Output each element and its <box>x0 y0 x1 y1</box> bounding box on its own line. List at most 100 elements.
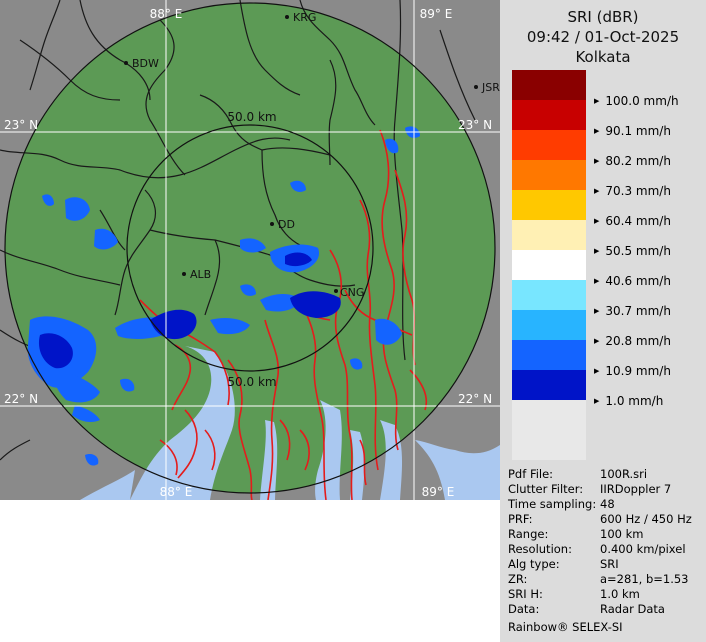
range-label-bottom: 50.0 km <box>227 375 276 389</box>
legend-label: ▶ 30.7 mm/h <box>594 304 671 320</box>
lat-label-22-right: 22° N <box>458 392 492 406</box>
parameter-value: 100 km <box>600 527 644 541</box>
legend-label: ▶ 40.6 mm/h <box>594 274 671 290</box>
city-label-dd: DD <box>278 218 295 231</box>
rain-cell <box>54 370 100 403</box>
legend-label-text: 1.0 mm/h <box>605 394 664 408</box>
legend-swatch <box>512 160 586 190</box>
empty-canvas-area <box>0 500 500 642</box>
city-label-krg: KRG <box>293 11 316 24</box>
legend-swatch <box>512 340 586 370</box>
legend-label-text: 90.1 mm/h <box>605 124 671 138</box>
rain-cell <box>240 284 256 296</box>
info-sidebar: SRI (dBR) 09:42 / 01-Oct-2025 Kolkata ▶ 1… <box>500 0 706 642</box>
station-label: Kolkata <box>575 48 631 66</box>
range-ring-100km <box>4 2 496 494</box>
rain-cell <box>65 197 90 221</box>
datetime-label: 09:42 / 01-Oct-2025 <box>526 28 680 46</box>
rain-cell <box>85 454 99 466</box>
parameter-key: Resolution: <box>508 542 572 556</box>
legend-swatch <box>512 250 586 280</box>
legend-tick-icon: ▶ <box>594 127 600 135</box>
city-dot-alb <box>182 272 186 276</box>
rain-cell <box>290 180 306 192</box>
legend-label-text: 20.8 mm/h <box>605 334 671 348</box>
legend-label-text: 80.2 mm/h <box>605 154 671 168</box>
lon-label-89-bottom: 89° E <box>422 485 455 499</box>
range-label-top: 50.0 km <box>227 110 276 124</box>
rain-cell <box>290 291 341 318</box>
legend-label-text: 30.7 mm/h <box>605 304 671 318</box>
parameter-row: Range: 100 km <box>508 527 643 542</box>
lat-label-23-left: 23° N <box>4 118 38 132</box>
legend-tick-icon: ▶ <box>594 337 600 345</box>
legend-swatch <box>512 280 586 310</box>
city-dot-jsr <box>474 85 478 89</box>
lon-label-89-top: 89° E <box>420 7 453 21</box>
city-label-alb: ALB <box>190 268 211 281</box>
parameter-key: Data: <box>508 602 540 616</box>
parameter-row: ZR: a=281, b=1.53 <box>508 572 689 587</box>
grid-labels: 88° E 89° E 88° E 89° E 23° N 23° N 22° … <box>4 7 492 499</box>
parameter-value: Radar Data <box>600 602 665 616</box>
legend-label: ▶ 10.9 mm/h <box>594 364 671 380</box>
city-markers: KRG BDW JSR DD ALB CNG <box>124 11 500 299</box>
latlon-grid <box>0 0 500 500</box>
legend-swatch <box>512 70 586 100</box>
parameter-row: PRF: 600 Hz / 450 Hz <box>508 512 692 527</box>
legend-label-text: 50.5 mm/h <box>605 244 671 258</box>
product-title: SRI (dBR) <box>567 8 639 26</box>
city-label-jsr: JSR <box>481 81 500 94</box>
sea-area <box>80 346 500 500</box>
lat-label-22-left: 22° N <box>4 392 38 406</box>
legend-swatch <box>512 130 586 160</box>
rain-cell <box>385 138 399 154</box>
city-dot-cng <box>334 289 338 293</box>
rain-cell <box>285 252 312 267</box>
rain-cell <box>375 318 402 345</box>
parameter-row: Alg type: SRI <box>508 557 619 572</box>
software-credit: Rainbow® SELEX-SI <box>508 620 623 634</box>
legend-tick-icon: ▶ <box>594 397 600 405</box>
parameter-key: Alg type: <box>508 557 560 571</box>
radar-map[interactable]: 88° E 89° E 88° E 89° E 23° N 23° N 22° … <box>0 0 500 500</box>
legend-label-text: 40.6 mm/h <box>605 274 671 288</box>
parameter-key: Range: <box>508 527 549 541</box>
legend-label: ▶ 1.0 mm/h <box>594 394 663 410</box>
legend-tick-icon: ▶ <box>594 157 600 165</box>
range-ring-50km <box>126 124 374 372</box>
parameter-key: Time sampling: <box>508 497 597 511</box>
legend-tick-icon: ▶ <box>594 367 600 375</box>
lon-label-88-top: 88° E <box>150 7 183 21</box>
parameter-row: Data: Radar Data <box>508 602 665 617</box>
parameter-key: Clutter Filter: <box>508 482 584 496</box>
legend-tick-icon: ▶ <box>594 217 600 225</box>
city-dot-krg <box>285 15 289 19</box>
lon-label-88-bottom: 88° E <box>160 485 193 499</box>
rain-cell <box>120 378 135 392</box>
legend-label: ▶ 90.1 mm/h <box>594 124 671 140</box>
rain-cell <box>42 194 54 206</box>
rain-cell <box>72 405 100 423</box>
parameter-row: SRI H: 1.0 km <box>508 587 640 602</box>
legend-label: ▶ 50.5 mm/h <box>594 244 671 260</box>
legend-swatch <box>512 310 586 340</box>
parameter-value: SRI <box>600 557 619 571</box>
legend-label: ▶ 100.0 mm/h <box>594 94 679 110</box>
parameter-row: Pdf File: 100R.sri <box>508 467 647 482</box>
legend-label: ▶ 20.8 mm/h <box>594 334 671 350</box>
district-borders <box>0 0 476 461</box>
parameter-value: 48 <box>600 497 615 511</box>
legend-tick-icon: ▶ <box>594 307 600 315</box>
legend-tick-icon: ▶ <box>594 247 600 255</box>
city-dot-bdw <box>124 61 128 65</box>
parameter-value: IIRDoppler 7 <box>600 482 672 496</box>
parameter-value: a=281, b=1.53 <box>600 572 689 586</box>
rain-cell <box>350 358 363 370</box>
legend-label-text: 70.3 mm/h <box>605 184 671 198</box>
parameter-row: Resolution: 0.400 km/pixel <box>508 542 686 557</box>
parameter-key: ZR: <box>508 572 528 586</box>
rain-cell <box>240 238 266 253</box>
legend-swatch <box>512 190 586 220</box>
parameter-key: SRI H: <box>508 587 543 601</box>
